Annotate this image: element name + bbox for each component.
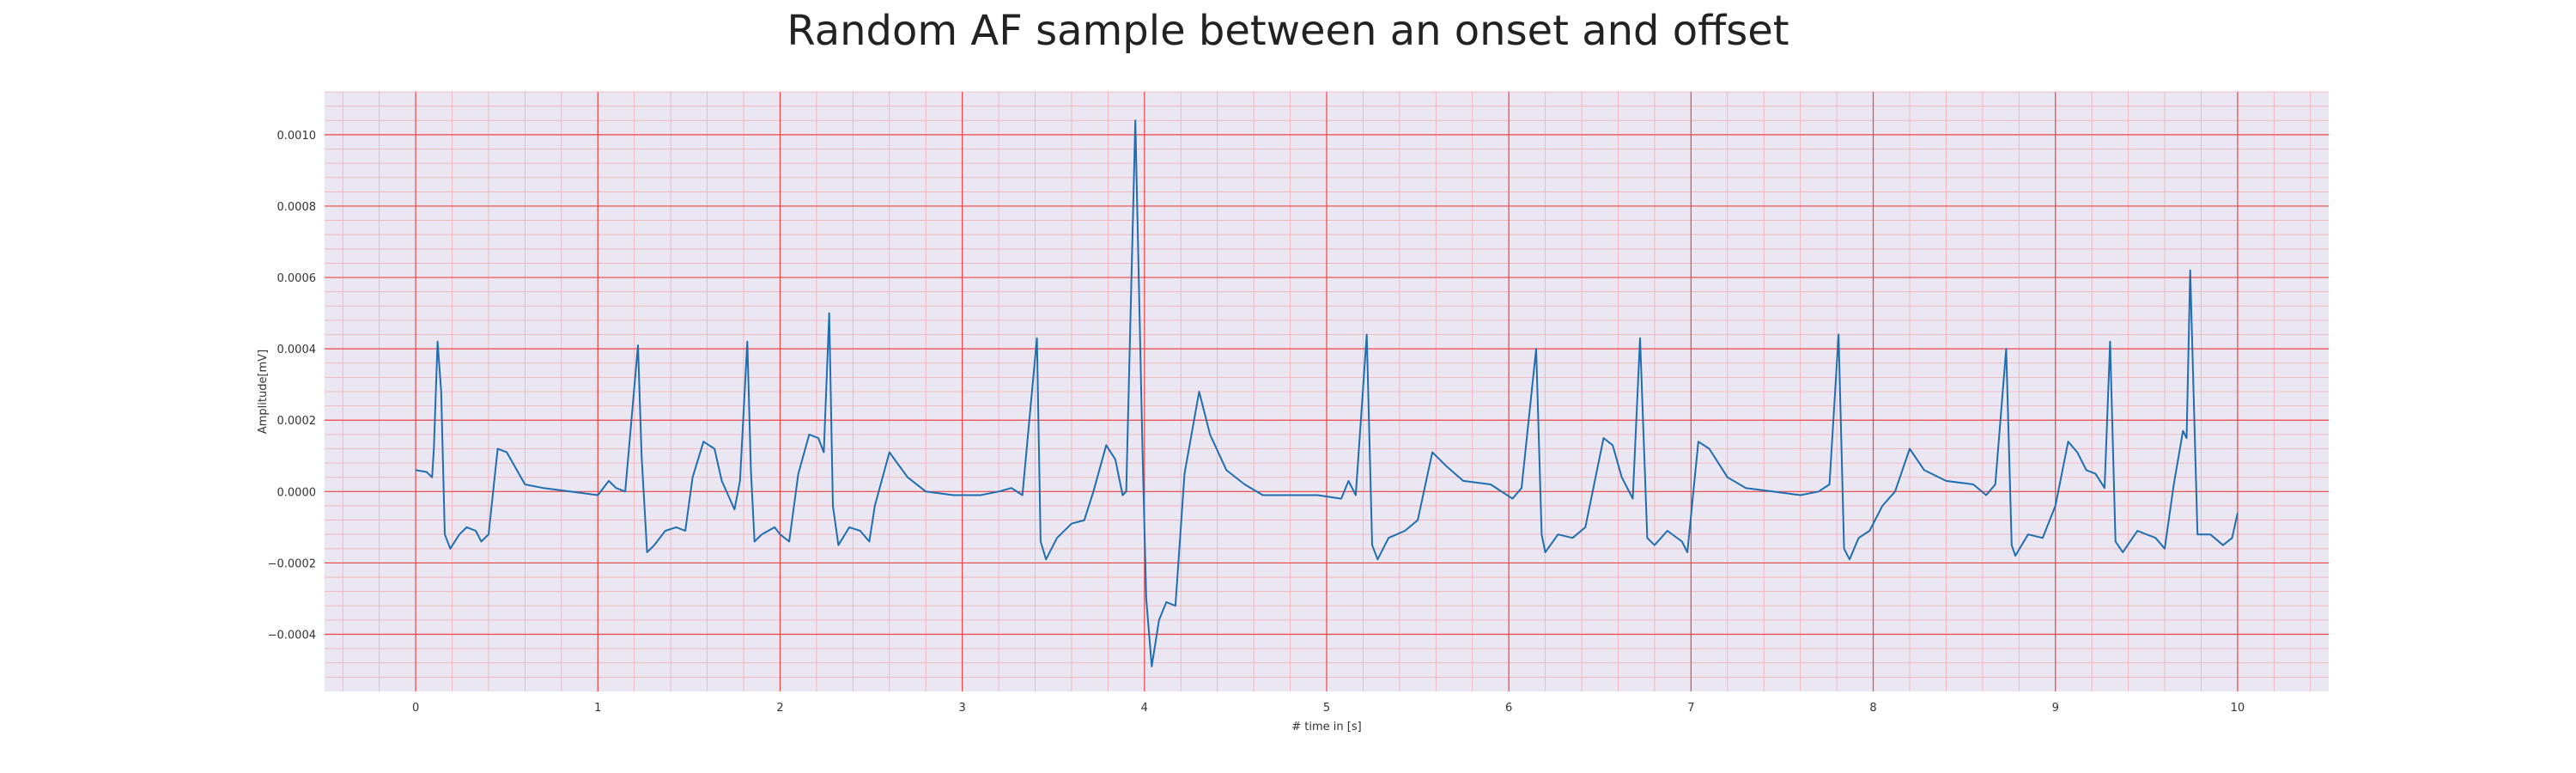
x-tick-label: 3 (958, 702, 965, 715)
y-tick-label: 0.0002 (277, 415, 317, 428)
y-tick-label: 0.0004 (277, 344, 317, 356)
ecg-series-line (415, 119, 2239, 667)
x-tick-label: 6 (1505, 702, 1512, 715)
x-tick-label: 2 (776, 702, 783, 715)
y-tick-label: 0.0000 (277, 486, 317, 499)
x-axis-label: # time in [s] (1291, 721, 1361, 733)
x-axis: 0 1 2 3 4 5 6 7 8 9 10 (412, 702, 2245, 715)
x-tick-label: 10 (2231, 702, 2245, 715)
y-tick-label: −0.0002 (268, 557, 316, 570)
chart-title: Random AF sample between an onset and of… (787, 7, 1789, 55)
y-axis-label: Amplitude[mV] (257, 350, 270, 434)
x-tick-label: 5 (1323, 702, 1330, 715)
x-tick-label: 9 (2052, 702, 2059, 715)
major-grid (325, 92, 2329, 691)
x-tick-label: 8 (1869, 702, 1876, 715)
x-tick-label: 0 (412, 702, 419, 715)
y-tick-label: 0.0008 (277, 201, 317, 214)
x-tick-label: 4 (1141, 702, 1148, 715)
y-tick-label: −0.0004 (268, 630, 316, 642)
x-tick-label: 1 (594, 702, 601, 715)
y-tick-label: 0.0010 (277, 130, 317, 143)
y-tick-label: 0.0006 (277, 272, 317, 285)
y-axis: −0.0004 −0.0002 0.0000 0.0002 0.0004 0.0006 0.… (268, 130, 316, 642)
x-tick-label: 7 (1687, 702, 1694, 715)
